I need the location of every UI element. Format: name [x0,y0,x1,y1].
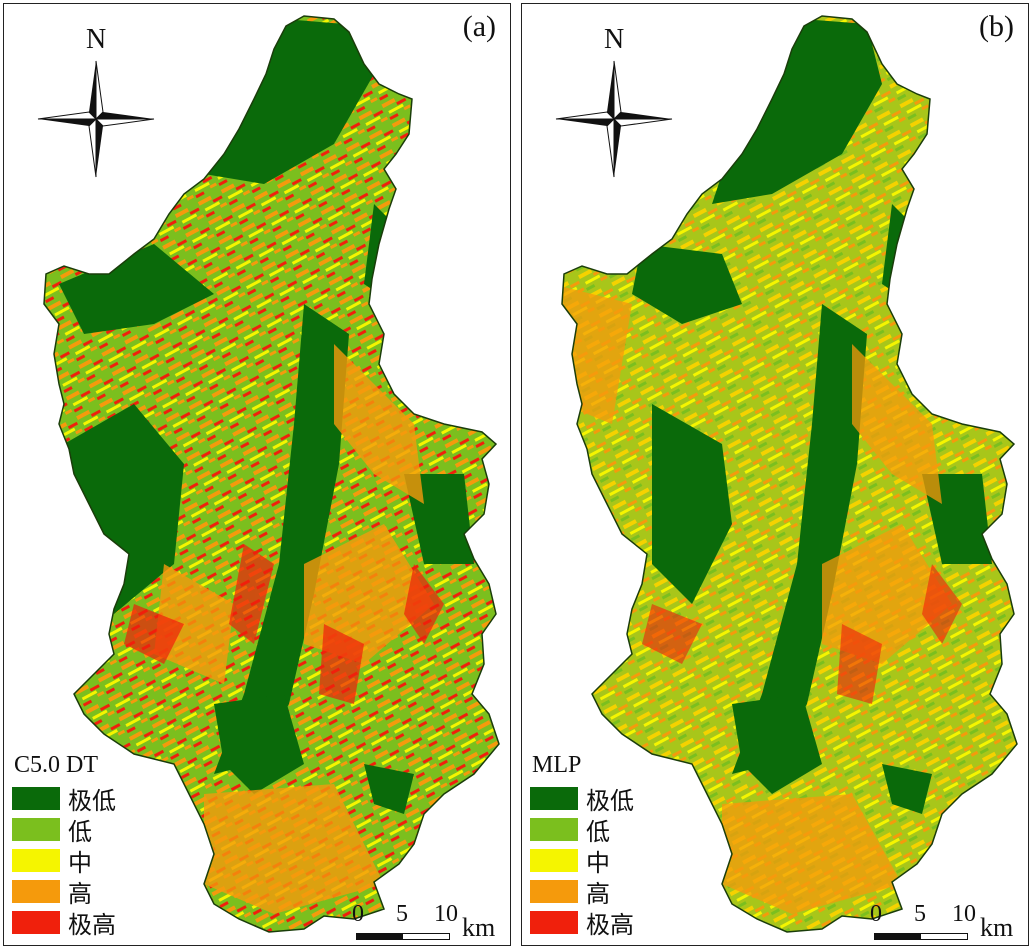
legend-title: MLP [530,751,634,779]
legend-item: 低 [530,814,634,846]
legend-swatch [12,849,60,872]
legend-label: 高 [68,880,92,908]
legend-swatch [530,880,578,903]
scale-tick-label: 10 [434,901,458,927]
legend-item: 极高 [530,907,634,939]
legend-label: 极低 [586,787,634,815]
legend-swatch [12,818,60,841]
north-label: N [604,24,625,55]
scale-bar: 0 5 10 km [868,901,1026,942]
scale-tick-label: 10 [952,901,976,927]
very-high-zones [124,544,444,704]
panel-label: (b) [979,10,1014,43]
scale-tick-label: 5 [396,901,408,927]
scale-tick-label: 5 [914,901,926,927]
very-high-zones [642,564,962,704]
legend-item: 高 [12,876,116,908]
legend-item: 极高 [12,907,116,939]
legend-label: 极低 [68,787,116,815]
high-zones [154,344,434,914]
susceptibility-map-b [555,15,1018,933]
scale-segment [402,933,450,940]
north-label: N [86,24,107,55]
legend-label: 中 [68,849,92,877]
legend-item: 极低 [12,783,116,815]
legend-swatch [12,787,60,810]
legend-swatch [530,911,578,934]
legend-label: 中 [586,849,610,877]
scale-unit: km [980,913,1014,942]
map-panel-b: (b) N MLP 极低 低 中 高 极高 0 5 10 km [521,3,1029,946]
scale-tick-label: 0 [870,901,882,927]
legend-label: 极高 [68,911,116,939]
legend-swatch [530,787,578,810]
legend-item: 低 [12,814,116,846]
legend-title: C5.0 DT [12,751,116,779]
legend-label: 低 [586,818,610,846]
scale-segment [874,933,921,940]
legend: C5.0 DT 极低 低 中 高 极高 [12,751,116,939]
legend: MLP 极低 低 中 高 极高 [530,751,634,939]
legend-label: 高 [586,880,610,908]
legend-swatch [12,880,60,903]
legend-label: 低 [68,818,92,846]
scale-segment [920,933,968,940]
legend-item: 极低 [530,783,634,815]
map-panel-a: (a) N C5.0 DT 极低 低 中 高 极高 0 5 10 km [3,3,511,946]
legend-item: 中 [12,845,116,877]
legend-item: 高 [530,876,634,908]
scale-unit: km [462,913,496,942]
scale-segment [356,933,403,940]
panel-label: (a) [462,10,496,43]
legend-item: 中 [530,845,634,877]
compass-rose [37,60,155,178]
legend-label: 极高 [586,911,634,939]
legend-swatch [530,849,578,872]
legend-swatch [12,911,60,934]
scale-tick-label: 0 [352,901,364,927]
scale-bar: 0 5 10 km [350,901,508,942]
susceptibility-map-a [37,15,500,933]
compass-rose [555,60,673,178]
legend-swatch [530,818,578,841]
very-low-zones [632,19,992,814]
